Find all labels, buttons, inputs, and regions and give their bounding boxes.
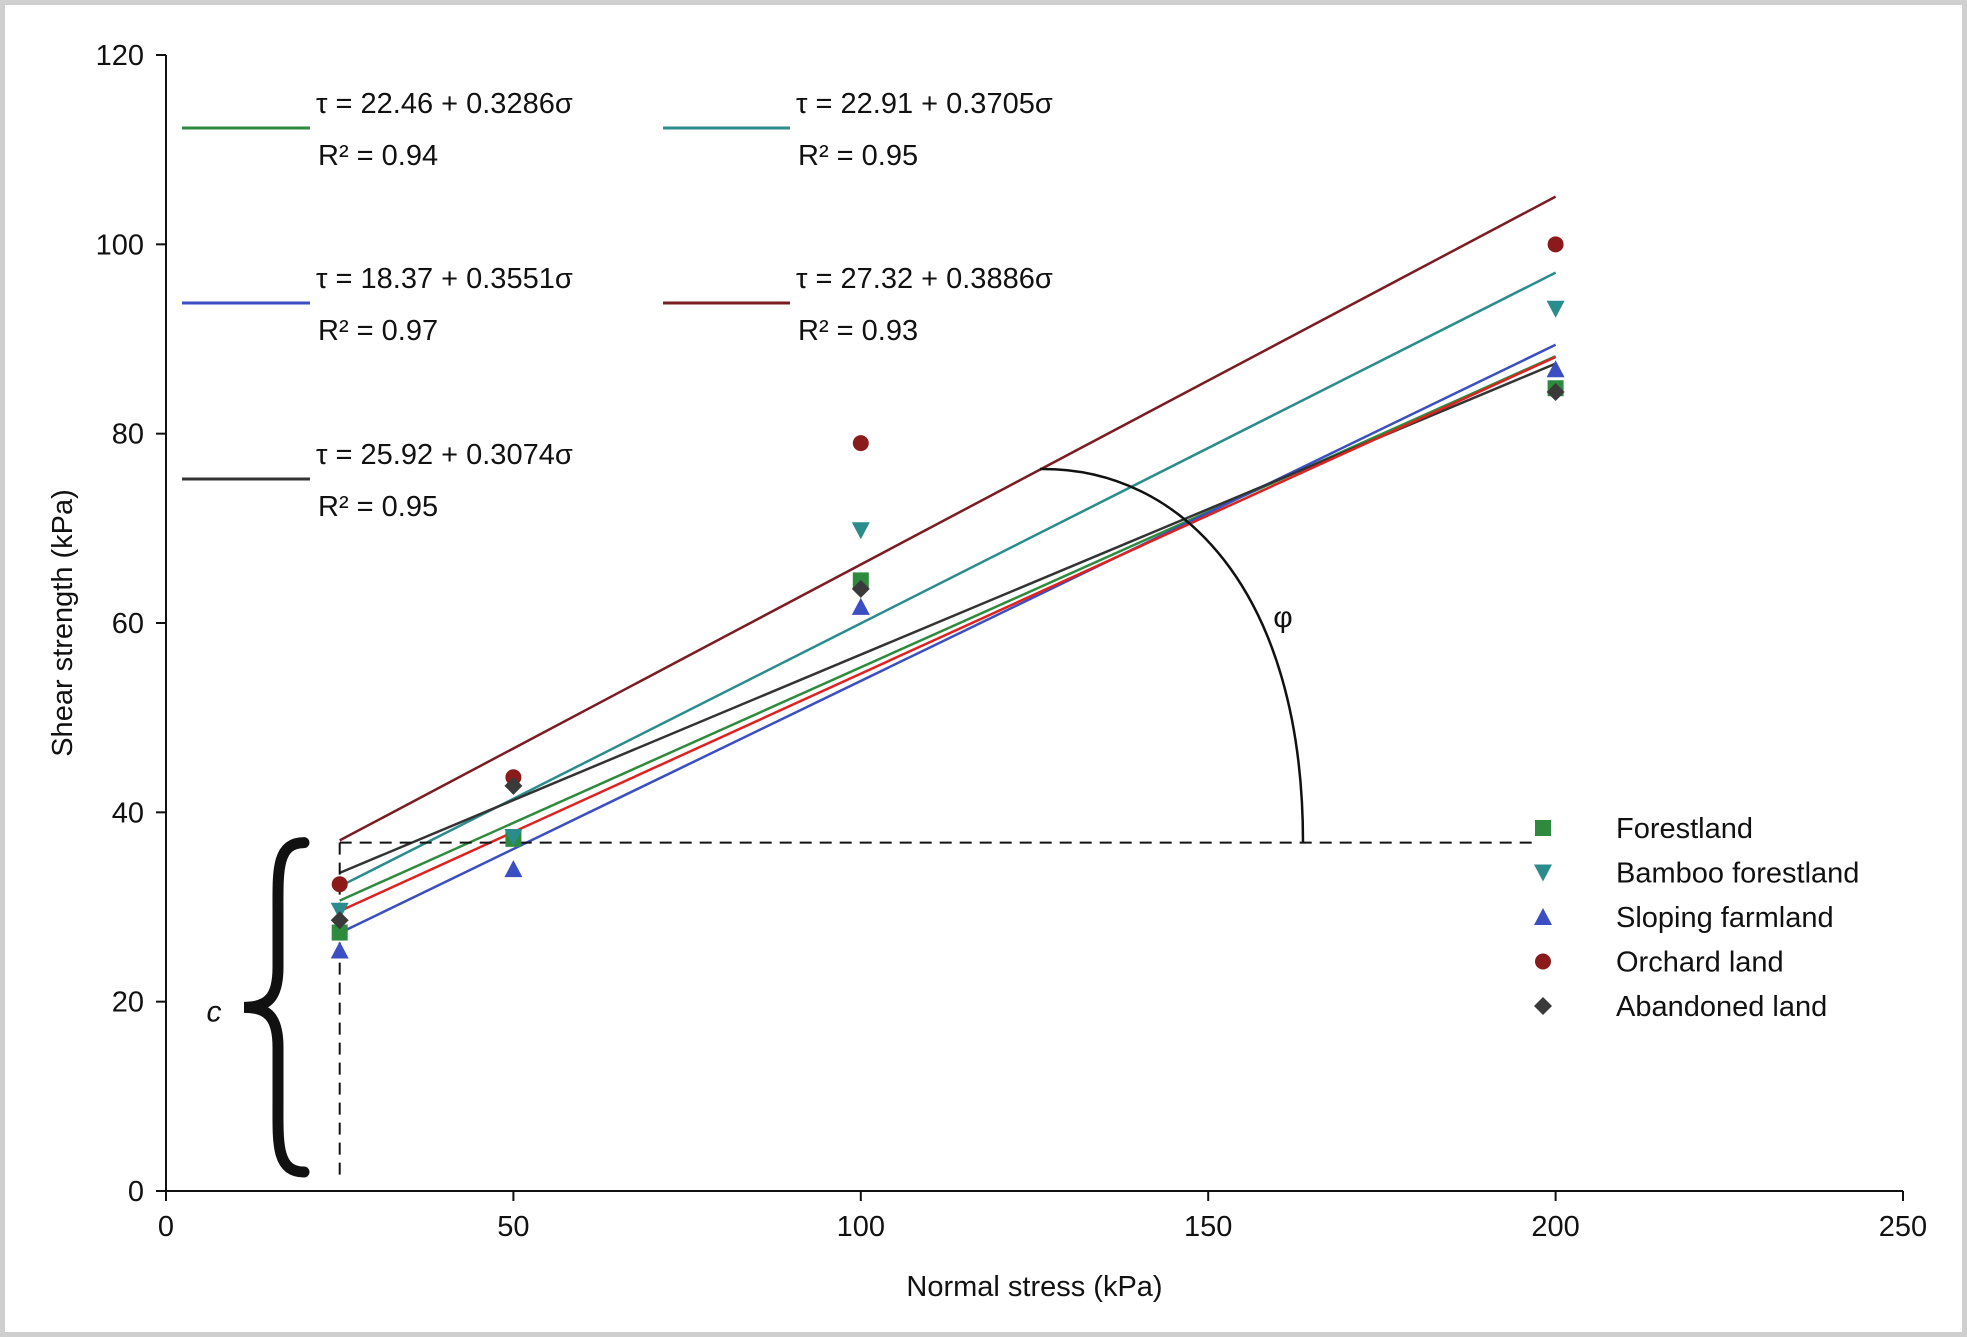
r-squared-text-1: R² = 0.95 [798,140,918,172]
legend-label-0: Forestland [1616,813,1753,845]
data-point-4-1 [504,776,523,795]
data-point-2-3 [1546,360,1565,378]
legend-marker-4 [1534,997,1552,1015]
legend: Forestland Bamboo forestland Sloping farml… [1534,813,1859,1023]
x-tick-label: 0 [158,1211,174,1243]
legend-marker-3 [1535,953,1551,970]
legend-label-2: Sloping farmland [1616,902,1834,934]
legend-label-3: Orchard land [1616,947,1784,979]
angle-arc [1039,467,1305,843]
y-tick-label: 100 [96,229,144,261]
data-points [330,236,1565,959]
data-point-2-0 [330,941,349,959]
data-point-1-2 [851,522,870,540]
legend-marker-1 [1534,864,1552,882]
x-axis-title: Normal stress (kPa) [906,1271,1162,1303]
fit-line-3 [339,195,1557,842]
r-squared-text-2: R² = 0.97 [318,315,438,347]
data-point-3-3 [1547,236,1564,253]
fit-line-2 [339,343,1557,935]
y-tick-label: 60 [112,608,144,640]
y-tick-label: 0 [128,1176,144,1208]
r-squared-text-4: R² = 0.95 [318,491,438,523]
r-squared-text-0: R² = 0.94 [318,140,438,172]
legend-marker-0 [1535,820,1551,836]
r-squared-text-3: R² = 0.93 [798,315,918,347]
x-tick-label: 250 [1879,1211,1927,1243]
cohesion-label: c [207,995,222,1028]
fit-lines [339,195,1557,935]
legend-label-4: Abandoned land [1616,991,1827,1023]
data-point-3-0 [331,876,348,893]
x-tick-label: 100 [837,1211,885,1243]
data-point-1-1 [504,828,523,846]
x-tick-label: 150 [1184,1211,1232,1243]
x-tick-label: 200 [1531,1211,1579,1243]
y-tick-label: 40 [112,797,144,829]
x-tick-label: 50 [497,1211,529,1243]
fit-equations: τ = 22.46 + 0.3286σ R² = 0.94 τ = 18.37 + … [182,88,1053,523]
y-tick-label: 80 [112,419,144,451]
data-point-4-0 [330,911,349,930]
equation-text-4: τ = 25.92 + 0.3074σ [316,439,573,471]
y-axis-title: Shear strength (kPa) [47,489,79,757]
annotations: cφ [207,467,1535,1179]
angle-label: φ [1273,601,1292,634]
axes: 0 50 100 150 200 250 0 20 40 60 80 100 120 Normal str… [47,40,1927,1303]
data-point-0-0 [331,924,348,941]
equation-text-0: τ = 22.46 + 0.3286σ [316,88,573,120]
fit-line-red [339,355,1557,913]
y-tick-label: 120 [96,40,144,72]
cohesion-brace [243,837,310,1178]
equation-text-2: τ = 18.37 + 0.3551σ [316,263,573,295]
equation-text-1: τ = 22.91 + 0.3705σ [796,88,1053,120]
legend-label-1: Bamboo forestland [1616,858,1859,890]
data-point-4-2 [851,579,870,598]
fit-line-1 [339,271,1557,888]
data-point-2-1 [504,860,523,878]
data-point-4-3 [1546,383,1565,402]
data-point-3-2 [852,435,869,452]
equation-text-3: τ = 27.32 + 0.3886σ [796,263,1053,295]
data-point-1-3 [1546,300,1565,318]
y-tick-label: 20 [112,987,144,1019]
fit-line-0 [339,355,1557,902]
legend-marker-2 [1534,908,1552,925]
data-point-2-2 [851,597,870,615]
